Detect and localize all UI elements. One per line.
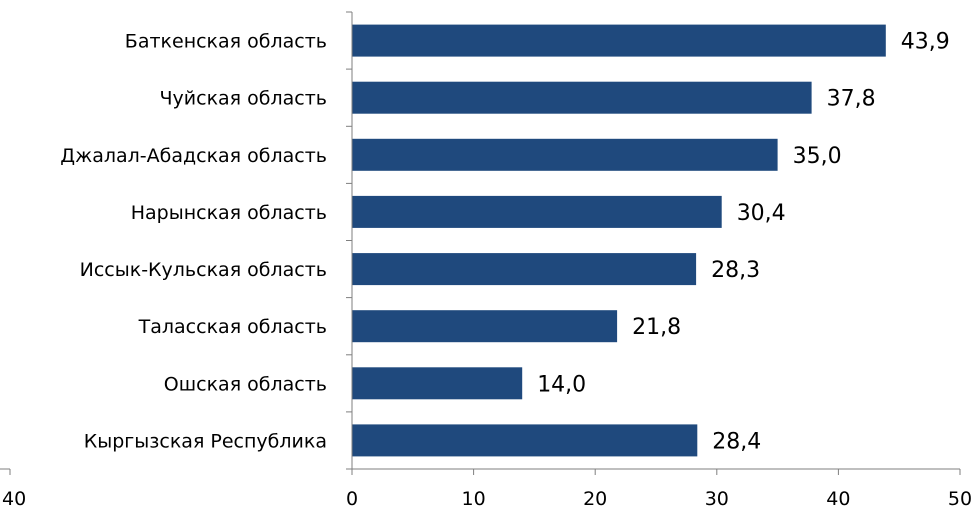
category-label: Кыргызская Республика [84, 430, 327, 452]
data-label: 28,3 [711, 258, 760, 283]
data-label: 28,4 [712, 429, 761, 454]
category-label: Баткенская область [125, 31, 327, 53]
left-axis-tick-label: 40 [2, 488, 26, 510]
x-tick-label: 50 [948, 488, 972, 510]
bar [352, 81, 812, 114]
category-label: Иссык-Кульская область [80, 259, 327, 281]
category-label: Джалал-Абадская область [60, 145, 327, 167]
category-label: Нарынская область [131, 202, 327, 224]
bars-layer [352, 24, 886, 457]
bar [352, 138, 778, 171]
bar [352, 24, 886, 57]
data-label: 30,4 [737, 201, 786, 226]
data-label: 35,0 [793, 144, 842, 169]
data-label: 43,9 [901, 30, 950, 55]
bar [352, 424, 698, 457]
x-tick-label: 10 [462, 488, 486, 510]
x-tick-label: 30 [705, 488, 729, 510]
bar [352, 253, 697, 286]
labels-layer: 43,9 Баткенская область 37,8 Чуйская област… [2, 30, 972, 510]
data-label: 21,8 [632, 315, 681, 340]
category-label: Ошская область [164, 373, 327, 395]
bar [352, 367, 523, 400]
bar [352, 195, 722, 228]
x-tick-label: 20 [583, 488, 607, 510]
axis-layer [0, 11, 961, 475]
bar [352, 310, 618, 343]
category-label: Таласская область [138, 316, 327, 338]
category-label: Чуйская область [160, 88, 328, 110]
data-label: 37,8 [827, 87, 876, 112]
data-label: 14,0 [537, 372, 586, 397]
x-tick-label: 40 [826, 488, 850, 510]
x-tick-label: 0 [346, 488, 358, 510]
